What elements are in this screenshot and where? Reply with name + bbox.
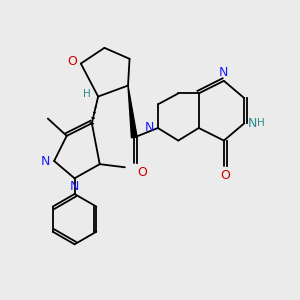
Text: H: H: [82, 89, 90, 99]
Text: N: N: [219, 66, 229, 79]
Text: N: N: [145, 122, 154, 134]
Polygon shape: [128, 85, 137, 138]
Text: O: O: [67, 56, 77, 68]
Text: N: N: [41, 154, 50, 167]
Text: N: N: [248, 117, 257, 130]
Text: O: O: [220, 169, 230, 182]
Text: N: N: [70, 180, 79, 193]
Text: H: H: [257, 118, 265, 128]
Text: O: O: [137, 166, 147, 179]
